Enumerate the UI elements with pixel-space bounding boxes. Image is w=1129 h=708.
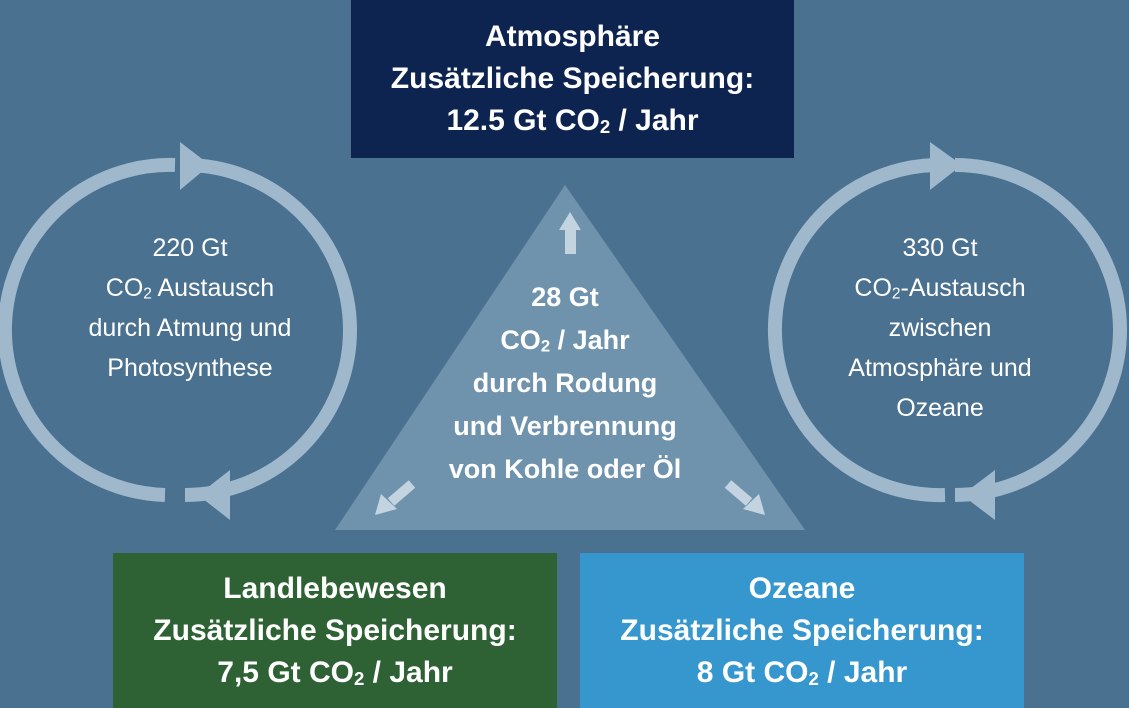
- left-cycle-label: 220 Gt CO2 Austausch durch Atmung und Ph…: [40, 228, 340, 388]
- emissions-label: 28 Gt CO2 / Jahr durch Rodung und Verbre…: [400, 276, 730, 491]
- left-cycle-line4: Photosynthese: [107, 354, 273, 382]
- arrow-down-right-icon: [724, 480, 765, 515]
- emissions-line3: durch Rodung: [472, 368, 658, 398]
- right-cycle-top-arrowhead: [930, 142, 962, 190]
- left-cycle-arrows-icon: [0, 157, 357, 502]
- emissions-line4: und Verbrennung: [453, 411, 677, 441]
- atmosphere-title: Atmosphäre: [484, 20, 661, 53]
- right-cycle-line3: zwischen: [888, 314, 992, 342]
- left-cycle-co2: CO2 Austausch: [105, 274, 275, 303]
- right-cycle-line5: Ozeane: [896, 394, 984, 422]
- arrow-down-left-icon: [375, 480, 416, 515]
- land-box: Landlebewesen Zusätzliche Speicherung: 7…: [113, 553, 557, 708]
- left-cycle-bottom-arrowhead: [198, 470, 230, 520]
- ocean-title: Ozeane: [748, 571, 856, 605]
- ocean-storage-label: Zusätzliche Speicherung:: [620, 613, 984, 647]
- land-storage-value: 7,5 Gt CO2 / Jahr: [217, 655, 453, 689]
- right-cycle-co2: CO2-Austausch: [854, 274, 1026, 303]
- emissions-line5: von Kohle oder Öl: [448, 454, 682, 484]
- land-storage-label: Zusätzliche Speicherung:: [153, 613, 517, 647]
- right-cycle-label: 330 Gt CO2-Austausch zwischen Atmosphäre…: [790, 228, 1090, 428]
- left-cycle-line3: durch Atmung und: [88, 314, 292, 342]
- ocean-storage-value: 8 Gt CO2 / Jahr: [696, 655, 908, 689]
- right-cycle-line4: Atmosphäre und: [848, 354, 1032, 382]
- right-cycle-amount: 330 Gt: [902, 234, 978, 262]
- emissions-triangle: [335, 185, 805, 530]
- atmosphere-storage-label: Zusätzliche Speicherung:: [390, 62, 755, 95]
- ocean-box: Ozeane Zusätzliche Speicherung: 8 Gt CO2…: [580, 553, 1024, 708]
- emissions-amount: 28 Gt: [531, 282, 599, 312]
- atmosphere-box: Atmosphäre Zusätzliche Speicherung: 12.5…: [351, 0, 794, 158]
- emissions-co2: CO2 / Jahr: [500, 325, 630, 356]
- land-title: Landlebewesen: [223, 571, 447, 605]
- left-cycle-amount: 220 Gt: [152, 234, 228, 262]
- arrow-up-icon: [559, 212, 581, 254]
- right-cycle-bottom-arrowhead: [962, 470, 995, 520]
- atmosphere-storage-value: 12.5 Gt CO2 / Jahr: [446, 104, 699, 137]
- right-cycle-arrows-icon: [767, 158, 1127, 503]
- left-cycle-top-arrowhead: [180, 142, 210, 190]
